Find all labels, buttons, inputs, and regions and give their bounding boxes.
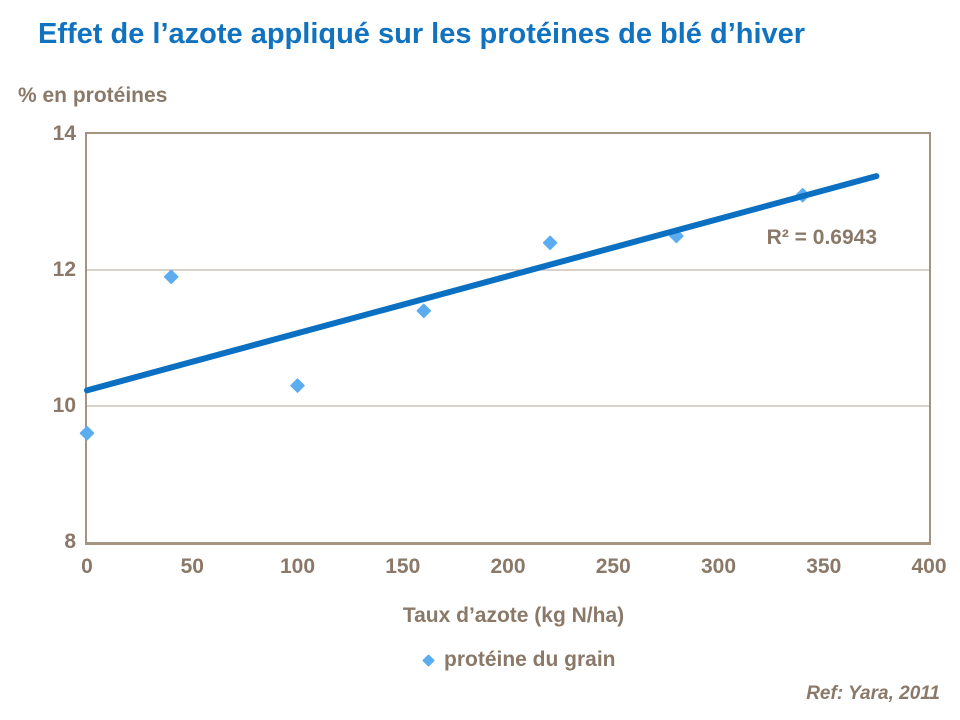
x-axis-title: Taux d’azote (kg N/ha) xyxy=(402,604,625,627)
y-tick-label: 12 xyxy=(52,258,76,281)
x-tick-label: 150 xyxy=(385,555,421,578)
scatter-plot xyxy=(79,173,929,441)
x-tick-label: 200 xyxy=(490,555,526,578)
y-tick-label: 10 xyxy=(52,394,76,417)
diamond-icon xyxy=(422,653,435,667)
x-tick-label: 400 xyxy=(911,555,947,578)
legend-label: protéine du grain xyxy=(444,648,616,671)
x-tick-label: 250 xyxy=(595,555,631,578)
data-point-diamond xyxy=(416,303,432,319)
trend-line xyxy=(84,173,880,394)
y-tick-label: 8 xyxy=(64,530,76,553)
legend: protéine du grain xyxy=(422,648,616,672)
x-tick-label: 0 xyxy=(81,555,93,578)
reference-text: Ref: Yara, 2011 xyxy=(806,683,940,704)
plot-area: R² = 0.6943 xyxy=(79,132,931,545)
y-axis-label: % en protéines xyxy=(18,84,168,107)
x-tick-label: 300 xyxy=(700,555,737,578)
r-squared-annotation: R² = 0.6943 xyxy=(766,226,877,249)
data-point-diamond xyxy=(163,269,179,285)
x-tick-label: 350 xyxy=(806,555,842,578)
data-point-diamond xyxy=(79,425,95,441)
x-tick-label: 50 xyxy=(180,555,204,578)
chart-title: Effet de l’azote appliqué sur les protéi… xyxy=(38,18,806,50)
data-point-diamond xyxy=(542,235,558,251)
data-point-diamond xyxy=(290,378,305,393)
y-tick-label: 14 xyxy=(52,122,76,145)
x-tick-label: 100 xyxy=(279,555,316,578)
